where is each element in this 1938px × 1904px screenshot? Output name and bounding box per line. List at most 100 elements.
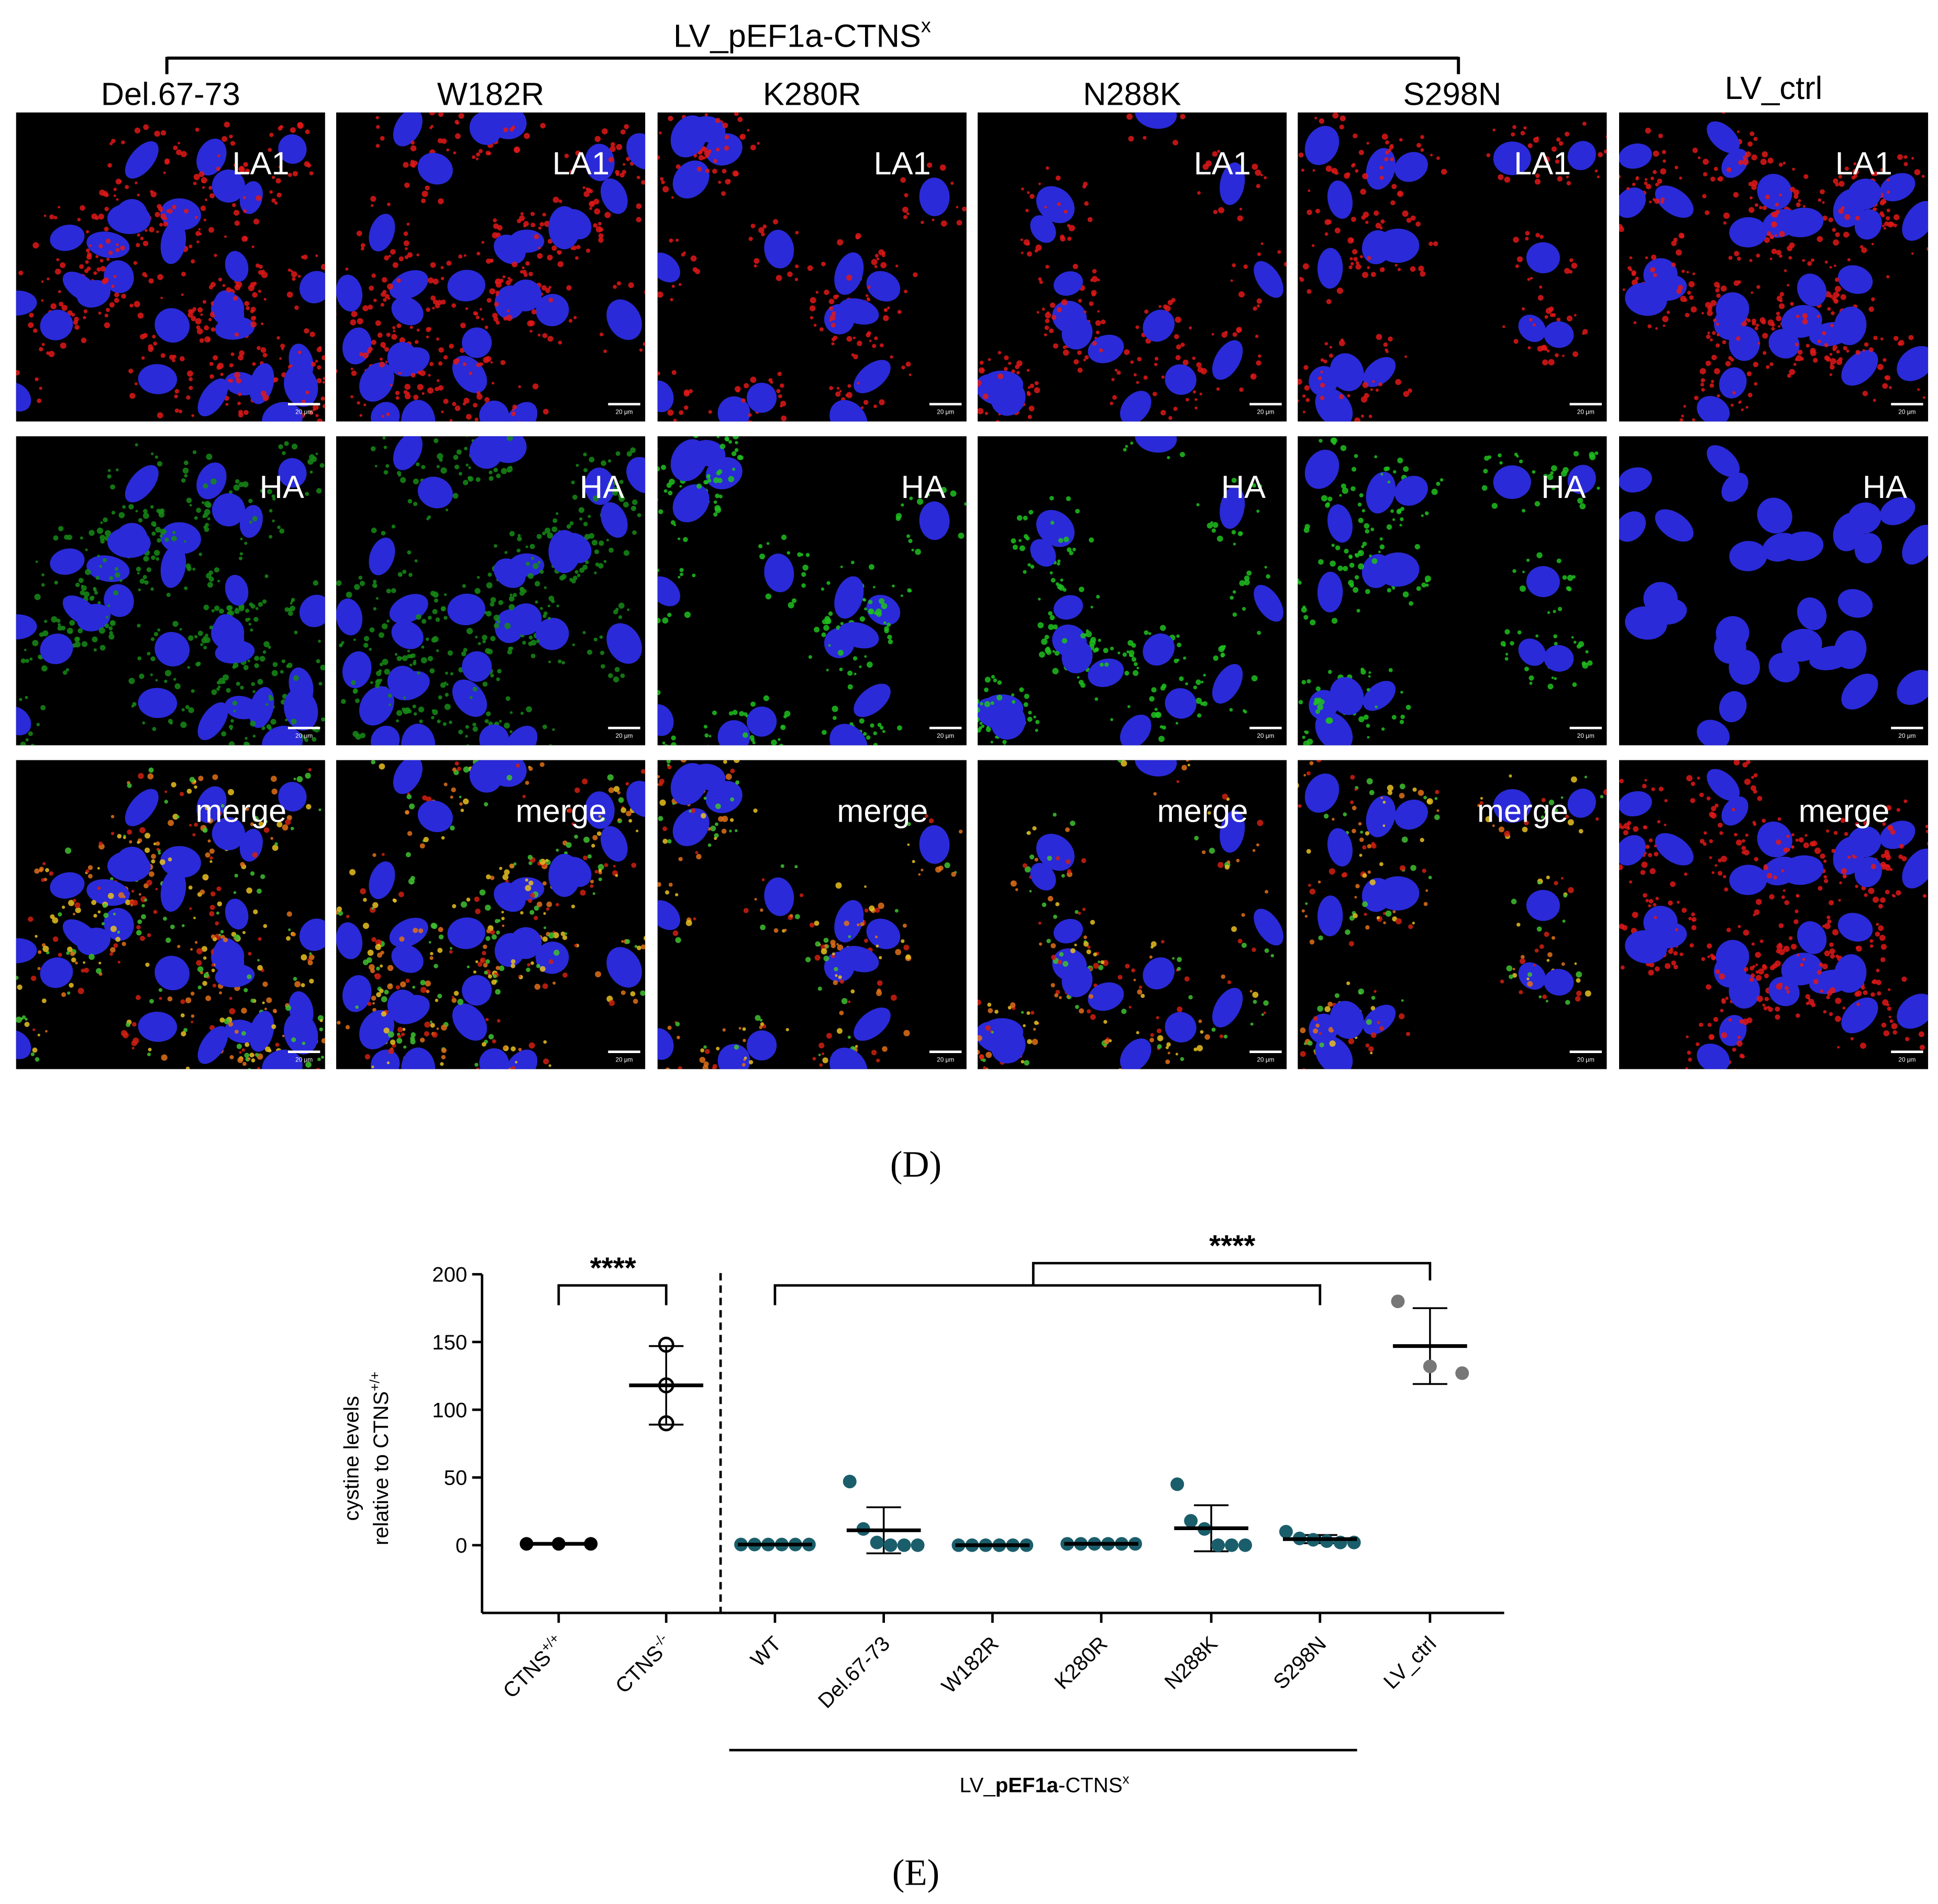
stain-dot — [319, 463, 325, 468]
scale-bar-label: 20 μm — [1577, 408, 1594, 416]
stain-dot — [850, 560, 855, 564]
stain-dot — [1395, 379, 1401, 385]
stain-dot — [384, 294, 390, 299]
stain-dot — [510, 730, 513, 734]
stain-dot — [765, 593, 772, 600]
stain-dot — [280, 344, 285, 349]
stain-dot — [203, 956, 207, 960]
stain-dot — [1537, 295, 1544, 301]
stain-dot — [449, 721, 452, 724]
nucleus — [1088, 335, 1124, 363]
stain-dot — [643, 935, 646, 941]
stain-dot — [78, 578, 84, 583]
stain-dot — [547, 254, 553, 261]
stain-dot — [29, 657, 33, 661]
stain-dot — [252, 362, 256, 366]
stain-dot — [380, 964, 383, 968]
stain-dot — [99, 189, 106, 196]
stain-dot — [1179, 676, 1184, 681]
stain-dot — [1131, 968, 1135, 972]
stain-dot — [370, 968, 375, 973]
stain-dot — [417, 384, 424, 391]
stain-dot — [318, 639, 321, 643]
stain-dot — [1324, 429, 1330, 436]
stain-dot — [466, 744, 470, 746]
stain-dot — [494, 918, 499, 924]
stain-dot — [268, 645, 271, 649]
stain-dot — [1124, 349, 1130, 356]
stain-dot — [486, 429, 490, 433]
stain-dot — [716, 1046, 720, 1050]
stain-dot — [1332, 112, 1339, 119]
stain-dot — [422, 191, 428, 197]
nucleus — [584, 467, 615, 505]
stain-dot — [1358, 1079, 1361, 1082]
stain-dot — [1149, 1037, 1154, 1043]
stain-dot — [65, 668, 69, 672]
stain-dot — [1562, 355, 1565, 357]
stain-dot — [855, 1045, 858, 1048]
stain-dot — [309, 952, 312, 955]
stain-dot — [824, 944, 828, 948]
stain-dot — [778, 394, 782, 398]
stain-dot — [189, 385, 193, 390]
stain-dot — [384, 347, 390, 352]
stain-dot — [1380, 472, 1383, 476]
stain-dot — [1563, 894, 1567, 898]
stain-dot — [159, 997, 162, 1000]
stain-dot — [280, 670, 284, 674]
stain-dot — [667, 613, 672, 617]
stain-dot — [484, 802, 489, 807]
stain-dot — [465, 735, 468, 738]
stain-dot — [472, 687, 478, 692]
stain-dot — [392, 262, 398, 268]
nucleus — [160, 545, 186, 588]
stain-dot — [212, 774, 218, 780]
nucleus — [225, 251, 249, 282]
stain-dot — [121, 293, 126, 299]
stain-dot — [981, 724, 985, 728]
stain-dot — [203, 604, 209, 611]
stain-dot — [613, 865, 616, 868]
channel-label: HA — [901, 469, 946, 505]
stain-dot — [1325, 165, 1332, 172]
stain-dot — [735, 441, 738, 445]
stain-dot — [98, 841, 103, 846]
stain-dot — [1499, 461, 1503, 465]
stain-dot — [49, 214, 54, 219]
stain-dot — [1060, 578, 1064, 582]
stain-dot — [1576, 971, 1582, 978]
stain-dot — [1534, 501, 1541, 507]
stain-dot — [551, 245, 557, 251]
channel-label: HA — [1541, 469, 1586, 505]
stain-dot — [1065, 827, 1070, 832]
stain-dot — [184, 586, 188, 590]
stain-dot — [940, 220, 947, 227]
stain-dot — [373, 298, 377, 302]
stain-dot — [1050, 521, 1055, 525]
stain-dot — [441, 1024, 447, 1031]
stain-dot — [836, 943, 839, 946]
stain-dot — [504, 869, 510, 876]
stain-dot — [1299, 276, 1302, 280]
stain-dot — [1167, 1051, 1170, 1055]
stain-dot — [315, 360, 318, 363]
stain-dot — [87, 873, 93, 879]
stain-dot — [248, 499, 253, 503]
stain-dot — [362, 923, 369, 929]
stain-dot — [1309, 888, 1316, 895]
stain-dot — [1410, 865, 1416, 871]
stain-dot — [789, 914, 793, 918]
stain-dot — [668, 116, 673, 121]
stain-dot — [400, 981, 406, 988]
stain-dot — [608, 1000, 615, 1006]
stain-dot — [1161, 746, 1165, 749]
stain-dot — [296, 776, 303, 782]
stain-dot — [708, 96, 713, 100]
stain-dot — [997, 680, 1002, 685]
stain-dot — [680, 572, 683, 577]
stain-dot — [383, 446, 387, 449]
stain-dot — [1080, 633, 1086, 639]
stain-dot — [1079, 1008, 1084, 1014]
stain-dot — [385, 464, 390, 468]
